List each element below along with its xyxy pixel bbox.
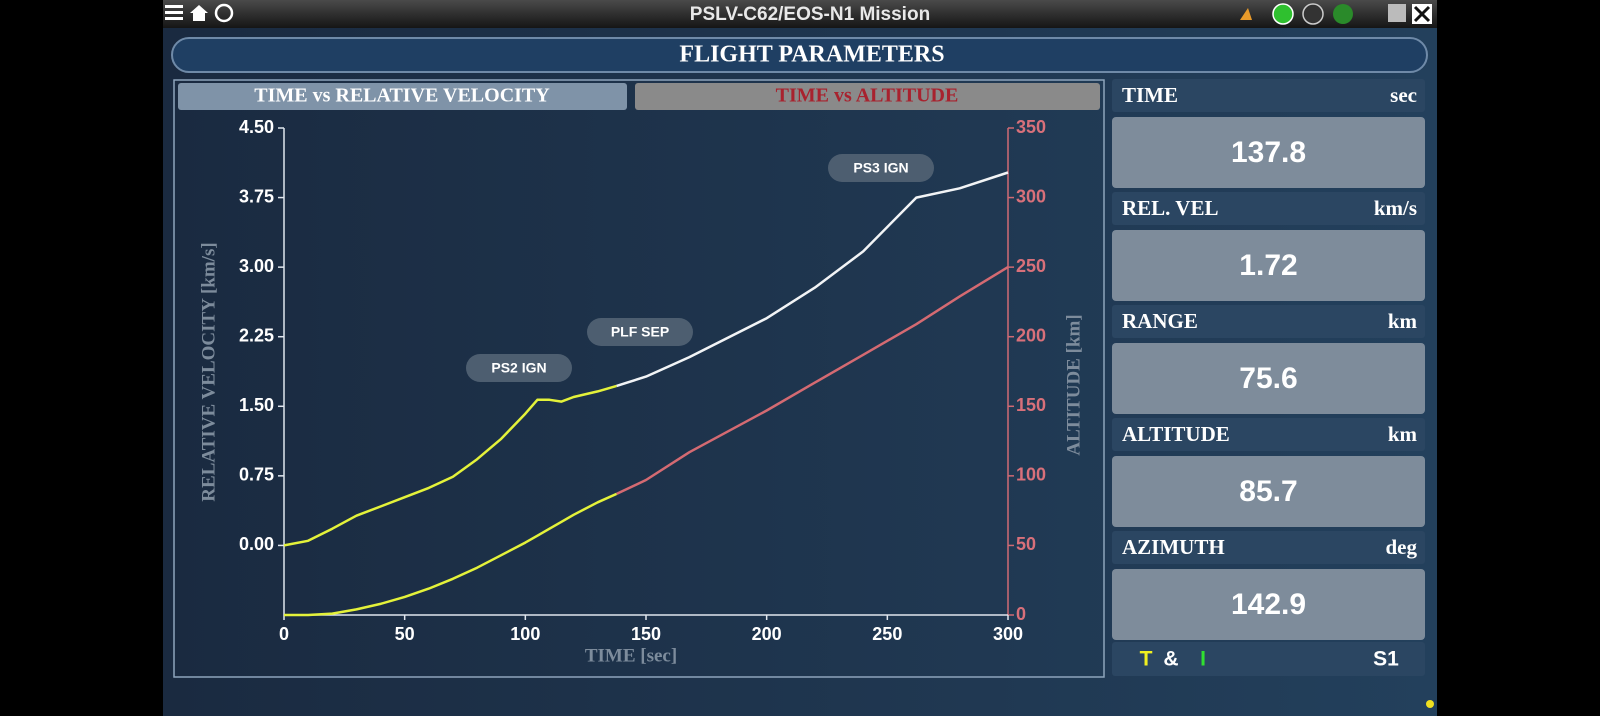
parameter-unit: deg xyxy=(1386,535,1418,559)
event-label: PLF SEP xyxy=(611,324,669,340)
event-badge xyxy=(587,318,693,346)
footer-label: & xyxy=(1163,648,1178,671)
series-line xyxy=(283,384,617,547)
y2-tick-label: 200 xyxy=(1016,325,1046,345)
series-line xyxy=(616,171,1009,388)
y2-tick-label: 150 xyxy=(1016,395,1046,415)
y2-tick-label: 100 xyxy=(1016,465,1046,485)
x-tick-label: 0 xyxy=(279,624,289,644)
y-tick-label: 4.50 xyxy=(239,117,274,137)
banner xyxy=(171,37,1428,73)
y-tick-label: 0.00 xyxy=(239,534,274,554)
parameter-value: 137.8 xyxy=(1231,136,1306,169)
footer-label: T xyxy=(1140,648,1153,671)
tab-label: TIME vs RELATIVE VELOCITY xyxy=(254,85,550,107)
status-icon xyxy=(1240,8,1252,20)
parameter-value: 75.6 xyxy=(1239,362,1297,395)
y2-tick-label: 0 xyxy=(1016,604,1026,624)
y2-tick-label: 250 xyxy=(1016,256,1046,276)
y-tick-label: 3.75 xyxy=(239,186,274,206)
footer-status: S1 xyxy=(1373,648,1399,671)
globe-icon xyxy=(1333,4,1353,24)
parameter-value: 1.72 xyxy=(1239,249,1297,282)
x-tick-label: 100 xyxy=(510,624,540,644)
value-box xyxy=(1112,456,1425,527)
x-tick-label: 150 xyxy=(631,624,661,644)
y2-tick-label: 300 xyxy=(1016,186,1046,206)
value-box xyxy=(1112,117,1425,188)
y2-tick-label: 350 xyxy=(1016,117,1046,137)
parameter-unit: km/s xyxy=(1374,196,1417,220)
footer-bar xyxy=(1112,642,1425,676)
label-bar xyxy=(1112,305,1425,338)
value-box xyxy=(1112,230,1425,301)
x-tick-label: 250 xyxy=(872,624,902,644)
value-box xyxy=(1112,569,1425,640)
status-light xyxy=(1302,3,1324,25)
y2-axis-label: ALTITUDE [km] xyxy=(1063,314,1084,455)
footer-label: I xyxy=(1200,648,1206,671)
title-bar xyxy=(163,0,1437,28)
series-line xyxy=(616,266,1009,496)
event-label: PS2 IGN xyxy=(491,360,546,376)
parameter-unit: sec xyxy=(1390,83,1417,107)
parameter-unit: km xyxy=(1388,309,1418,333)
parameter-value: 142.9 xyxy=(1231,588,1306,621)
parameter-label: AZIMUTH xyxy=(1122,535,1225,559)
tab-label: TIME vs ALTITUDE xyxy=(776,85,959,107)
event-badge xyxy=(466,354,572,382)
event-badge xyxy=(828,154,934,182)
label-bar xyxy=(1112,418,1425,451)
event-label: PS3 IGN xyxy=(853,160,908,176)
parameter-label: REL. VEL xyxy=(1122,196,1218,220)
indicator-dot xyxy=(1426,700,1434,708)
chart-frame xyxy=(173,79,1105,678)
label-bar xyxy=(1112,531,1425,564)
parameter-value: 85.7 xyxy=(1239,475,1297,508)
parameter-unit: km xyxy=(1388,422,1418,446)
close-button[interactable] xyxy=(1412,4,1432,24)
x-tick-label: 200 xyxy=(752,624,782,644)
y-tick-label: 3.00 xyxy=(239,256,274,276)
parameter-label: RANGE xyxy=(1122,309,1198,333)
parameter-label: TIME xyxy=(1122,83,1178,107)
banner-title: FLIGHT PARAMETERS xyxy=(679,42,944,68)
x-axis-label: TIME [sec] xyxy=(585,645,677,666)
y2-tick-label: 50 xyxy=(1016,534,1036,554)
status-light xyxy=(1272,3,1294,25)
parameter-label: ALTITUDE xyxy=(1122,422,1230,446)
label-bar xyxy=(1112,79,1425,112)
x-tick-label: 50 xyxy=(395,624,415,644)
y-axis-label: RELATIVE VELOCITY [km/s] xyxy=(198,242,219,501)
tab[interactable] xyxy=(178,83,627,110)
window-title: PSLV-C62/EOS-N1 Mission xyxy=(690,4,930,25)
menu-icon[interactable] xyxy=(165,5,183,20)
y-tick-label: 1.50 xyxy=(239,395,274,415)
y-tick-label: 0.75 xyxy=(239,465,274,485)
parameter-panel: TIME sec 137.8 REL. VEL km/s 1.72 RANGE km 75.6 A… xyxy=(1112,79,1425,676)
series-line xyxy=(284,492,618,617)
label-bar xyxy=(1112,192,1425,225)
tab[interactable] xyxy=(635,83,1100,110)
plot: 0.00 0.75 1.50 2.25 3.00 3.75 4.50 0 50 100 150 200… xyxy=(198,117,1084,667)
minimize-button[interactable] xyxy=(1388,4,1406,22)
home-icon[interactable] xyxy=(190,5,208,21)
settings-icon[interactable] xyxy=(214,3,234,23)
x-tick-label: 300 xyxy=(993,624,1023,644)
value-box xyxy=(1112,343,1425,414)
y-tick-label: 2.25 xyxy=(239,325,274,345)
